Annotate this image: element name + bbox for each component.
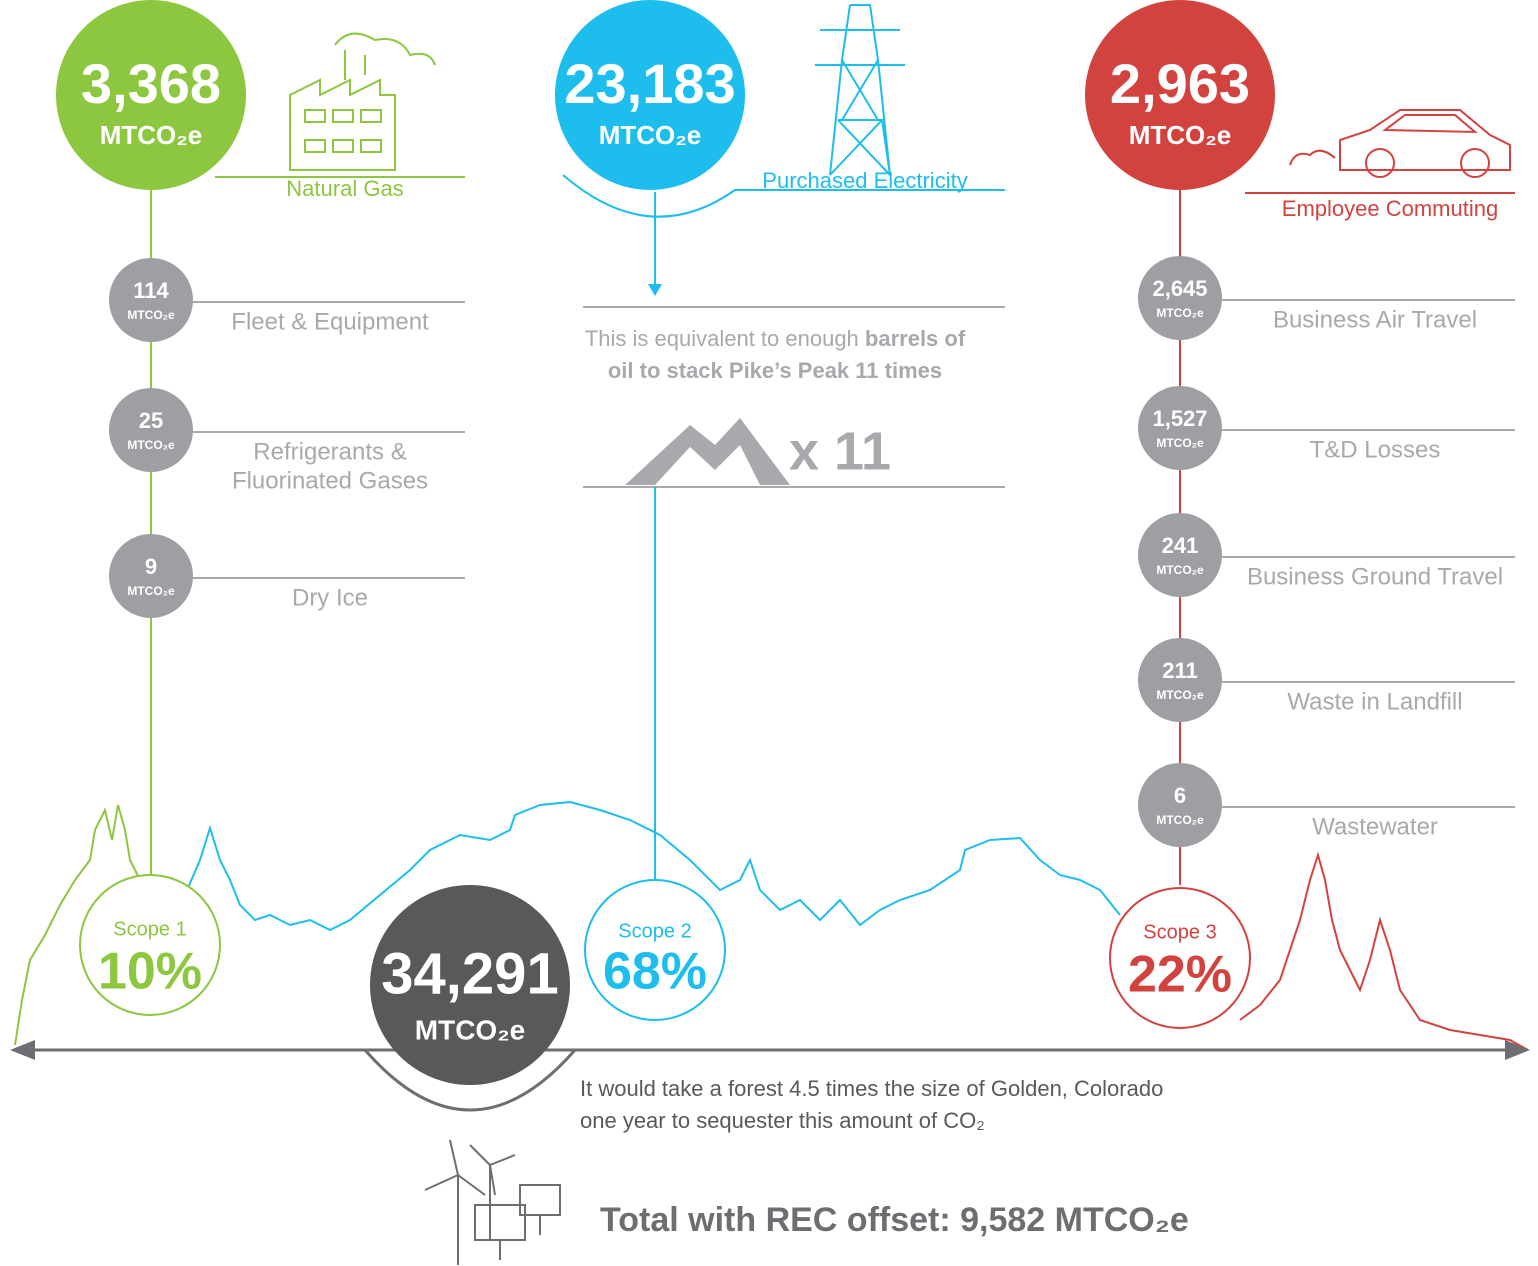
item-circle bbox=[109, 258, 193, 342]
source-value: 3,368 bbox=[81, 52, 221, 115]
item-circle bbox=[1138, 763, 1222, 847]
source-value: 2,963 bbox=[1110, 52, 1250, 115]
item-circle bbox=[1138, 256, 1222, 340]
total-value: 34,291 bbox=[381, 941, 558, 1006]
axis-arrow-right bbox=[1505, 1040, 1530, 1060]
offset-text: Total with REC offset: 9,582 MTCO₂e bbox=[600, 1201, 1189, 1239]
scope-label: Scope 1 bbox=[113, 918, 186, 940]
scope-percent: 22% bbox=[1128, 946, 1232, 1004]
scope-label: Scope 2 bbox=[618, 920, 691, 942]
item-unit: MTCO₂e bbox=[127, 438, 175, 452]
item-value: 2,645 bbox=[1152, 276, 1207, 301]
total-arc bbox=[363, 1049, 577, 1112]
item-unit: MTCO₂e bbox=[1156, 436, 1204, 450]
item-value: 211 bbox=[1162, 658, 1198, 683]
car-icon bbox=[1289, 109, 1511, 178]
item-unit: MTCO₂e bbox=[127, 308, 175, 322]
factory-icon bbox=[289, 32, 436, 171]
equivalent-bold: oil to stack Pike’s Peak 11 times bbox=[608, 358, 942, 383]
source-value: 23,183 bbox=[564, 52, 735, 115]
item-circle bbox=[1138, 513, 1222, 597]
item-unit: MTCO₂e bbox=[127, 584, 175, 598]
item-circle bbox=[1138, 638, 1222, 722]
blue-trees bbox=[184, 800, 1121, 932]
item-value: 6 bbox=[1174, 783, 1186, 808]
scope-circle bbox=[79, 874, 221, 1016]
source-label: Natural Gas bbox=[286, 176, 403, 201]
red-trees bbox=[1239, 851, 1529, 1051]
scope-label: Scope 3 bbox=[1143, 921, 1216, 943]
item-label: T&D Losses bbox=[1310, 436, 1441, 463]
source-label: Employee Commuting bbox=[1282, 196, 1498, 221]
scope-percent: 68% bbox=[603, 943, 707, 1001]
item-label: Waste in Landfill bbox=[1287, 688, 1462, 715]
item-unit: MTCO₂e bbox=[1156, 688, 1204, 702]
item-label: Wastewater bbox=[1312, 813, 1438, 840]
source-unit: MTCO₂e bbox=[1129, 120, 1232, 150]
total-unit: MTCO₂e bbox=[415, 1014, 525, 1045]
equivalent-text: This is equivalent to enough barrels of bbox=[585, 326, 966, 351]
item-label: Refrigerants & bbox=[253, 438, 406, 465]
renewables-icon bbox=[424, 1139, 561, 1265]
scope3-source-circle bbox=[1085, 0, 1275, 190]
item-label: Fluorinated Gases bbox=[232, 467, 428, 494]
equivalent-plain: This is equivalent to enough bbox=[585, 326, 865, 351]
item-circle bbox=[1138, 386, 1222, 470]
scope-circle bbox=[584, 879, 726, 1021]
source-unit: MTCO₂e bbox=[599, 120, 702, 150]
equivalent-bold: barrels of bbox=[865, 326, 966, 351]
mountain-icon bbox=[625, 418, 790, 485]
item-circle bbox=[109, 388, 193, 472]
item-value: 114 bbox=[133, 278, 169, 303]
total-circle bbox=[370, 885, 570, 1085]
scope2-source-circle bbox=[555, 0, 745, 190]
multiplier: x 11 bbox=[789, 421, 891, 481]
item-value: 9 bbox=[145, 554, 157, 579]
scope1-source-circle bbox=[56, 0, 246, 190]
item-label: Dry Ice bbox=[292, 584, 368, 611]
item-label: Fleet & Equipment bbox=[231, 308, 429, 335]
item-value: 1,527 bbox=[1152, 406, 1207, 431]
source-label: Purchased Electricity bbox=[762, 168, 967, 193]
item-label: Business Air Travel bbox=[1273, 306, 1477, 333]
scope-circle bbox=[1109, 887, 1251, 1029]
item-unit: MTCO₂e bbox=[1156, 306, 1204, 320]
item-unit: MTCO₂e bbox=[1156, 813, 1204, 827]
item-label: Business Ground Travel bbox=[1247, 563, 1503, 590]
source-unit: MTCO₂e bbox=[100, 120, 203, 150]
forest-text: It would take a forest 4.5 times the siz… bbox=[580, 1076, 1163, 1101]
item-value: 25 bbox=[139, 408, 163, 433]
tower-icon bbox=[815, 4, 905, 178]
forest-text: one year to sequester this amount of CO₂ bbox=[580, 1108, 985, 1133]
arrow-head bbox=[648, 284, 662, 296]
scope-percent: 10% bbox=[98, 943, 202, 1001]
item-unit: MTCO₂e bbox=[1156, 563, 1204, 577]
item-circle bbox=[109, 534, 193, 618]
item-value: 241 bbox=[1162, 533, 1199, 558]
axis-arrow-left bbox=[10, 1040, 35, 1060]
